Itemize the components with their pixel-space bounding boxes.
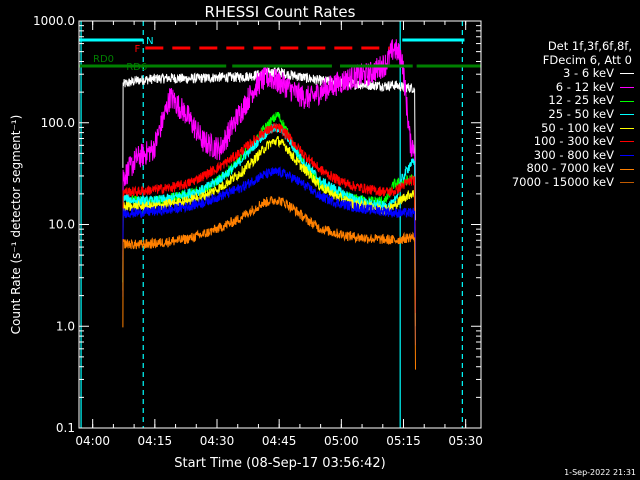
legend-entry-6-12-kev: 6 - 12 keV [482, 79, 634, 95]
y-tick-label: 1.0 [56, 319, 75, 333]
series-line-3-6-kev [122, 67, 416, 221]
x-tick-label: 05:30 [448, 434, 483, 448]
legend-swatch [620, 100, 634, 102]
legend-entry-3-6-kev: 3 - 6 keV [482, 67, 634, 81]
legend-label: 300 - 800 keV [533, 147, 614, 162]
legend-swatch [620, 141, 634, 143]
flag-label-rd0: RD0 [93, 54, 114, 65]
x-tick-label: 04:00 [75, 434, 110, 448]
legend-entry-7000-15000-kev: 7000 - 15000 keV [482, 174, 634, 190]
legend-label: 100 - 300 keV [533, 134, 614, 149]
series-line-50-100-kev [122, 136, 416, 327]
legend-swatch [620, 114, 634, 116]
legend-label: 12 - 25 keV [548, 93, 614, 108]
legend-entry-12-25-kev: 12 - 25 keV [482, 94, 634, 108]
plot-timestamp: 1-Sep-2022 21:31 [564, 468, 636, 477]
legend-swatch [620, 127, 634, 129]
series-line-6-12-kev [122, 39, 416, 278]
legend-label: 25 - 50 keV [548, 106, 614, 121]
x-tick-label: 05:00 [324, 434, 359, 448]
x-tick-label: 04:30 [200, 434, 235, 448]
legend-entry-800-7000-kev: 800 - 7000 keV [482, 162, 634, 176]
legend-label: 7000 - 15000 keV [511, 174, 614, 189]
legend-swatch [620, 73, 634, 75]
x-axis-label: Start Time (08-Sep-17 03:56:42) [174, 456, 385, 471]
legend-entry-50-100-kev: 50 - 100 keV [482, 120, 634, 136]
legend-label: 3 - 6 keV [563, 66, 614, 81]
chart-title: RHESSI Count Rates [205, 3, 356, 21]
legend-entry-100-300-kev: 100 - 300 keV [482, 135, 634, 149]
legend-label: 50 - 100 keV [541, 120, 614, 135]
legend-swatch [620, 155, 634, 157]
legend-header-decimation: FDecim 6, Att 0 [542, 52, 632, 67]
legend-label: 6 - 12 keV [555, 79, 614, 94]
flag-label-rd6: RD6 [126, 62, 147, 73]
series-line-100-300-kev [122, 122, 416, 314]
series-line-800-7000-kev [122, 196, 416, 370]
x-tick-label: 04:15 [138, 434, 173, 448]
flag-label-f: F [135, 44, 141, 55]
legend-label: 800 - 7000 keV [526, 161, 614, 176]
legend-header-detectors: Det 1f,3f,6f,8f, [547, 39, 632, 53]
legend-swatch [620, 87, 634, 89]
flag-label-n: N [146, 36, 153, 47]
x-tick-label: 04:45 [262, 434, 297, 448]
series-line-300-800-kev [122, 166, 416, 346]
y-axis-label: Count Rate (s⁻¹ detector segment⁻¹) [9, 115, 23, 335]
y-tick-label: 10.0 [48, 218, 75, 232]
legend-swatch [620, 168, 634, 170]
y-tick-label: 0.1 [56, 421, 75, 435]
legend-swatch [620, 182, 634, 184]
legend-entry-300-800-kev: 300 - 800 keV [482, 147, 634, 163]
legend: Det 1f,3f,6f,8f, FDecim 6, Att 0 3 - 6 k… [482, 39, 634, 190]
y-tick-label: 100.0 [41, 116, 75, 130]
x-tick-label: 05:15 [386, 434, 421, 448]
y-tick-label: 1000.0 [33, 14, 75, 28]
legend-entry-25-50-kev: 25 - 50 keV [482, 106, 634, 122]
